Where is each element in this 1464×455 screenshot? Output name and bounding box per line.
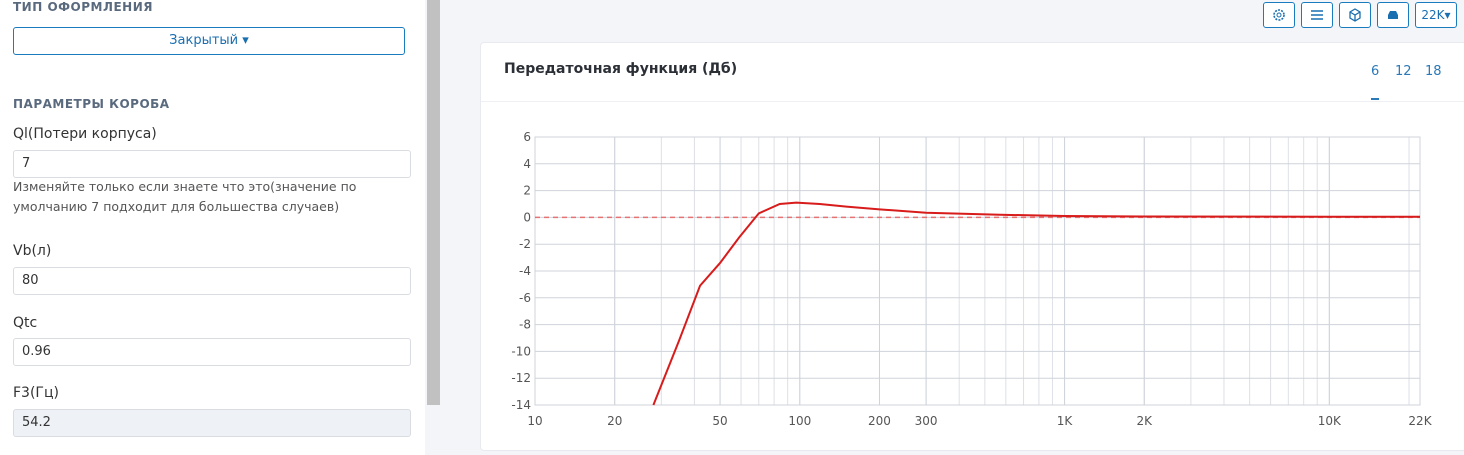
section-heading: ПАРАМЕТРЫ КОРОБА — [13, 97, 170, 111]
field-label: Ql(Потери корпуса) — [13, 126, 157, 142]
y-tick-label: -14 — [511, 398, 531, 412]
y-tick-label: -6 — [519, 291, 531, 305]
scrollbar[interactable] — [427, 0, 440, 405]
x-tick-label: 20 — [607, 414, 622, 428]
chart-title: Передаточная функция (Дб) — [504, 61, 738, 77]
y-tick-label: 4 — [523, 157, 531, 171]
list-button[interactable] — [1301, 2, 1333, 28]
field-hint: Изменяйте только если знаете что это(зна… — [13, 179, 357, 214]
tab[interactable]: 12 — [1395, 64, 1412, 79]
x-tick-label: 100 — [788, 414, 811, 428]
car-icon — [1388, 11, 1398, 19]
field-label: F3(Гц) — [13, 385, 59, 401]
y-tick-label: -8 — [519, 318, 531, 332]
design-dropdown[interactable]: Закрытый ▾ — [13, 27, 405, 55]
chart-card — [480, 42, 1464, 451]
text-input[interactable]: 0.96 — [13, 338, 411, 366]
x-tick-label: 22K — [1408, 414, 1432, 428]
y-tick-label: -12 — [511, 371, 531, 385]
plot-border — [534, 136, 1421, 406]
divider — [481, 101, 1464, 102]
y-tick-label: 6 — [523, 130, 531, 144]
x-tick-label: 1K — [1057, 414, 1074, 428]
data-line — [652, 201, 1420, 406]
text-input[interactable]: 7 — [13, 150, 411, 178]
list-icon — [1311, 10, 1323, 20]
y-tick-label: 2 — [523, 184, 531, 198]
x-tick-label: 300 — [915, 414, 938, 428]
sidebar: ТИП ОФОРМЛЕНИЯ Закрытый ▾ ПАРАМЕТРЫ КОРО… — [0, 0, 425, 455]
x-tick-label: 2K — [1137, 414, 1154, 428]
text-input[interactable]: 80 — [13, 267, 411, 295]
section-heading: ТИП ОФОРМЛЕНИЯ — [13, 0, 153, 14]
tab[interactable]: 6 — [1371, 64, 1380, 79]
box-button[interactable] — [1339, 2, 1371, 28]
x-tick-label: 10 — [527, 414, 542, 428]
y-tick-label: -10 — [511, 344, 531, 358]
field-label: Vb(л) — [13, 243, 52, 259]
x-tick-label: 200 — [868, 414, 891, 428]
car-button[interactable] — [1377, 2, 1409, 28]
dropdown-value: Закрытый — [169, 33, 239, 48]
x-tick-label: 10K — [1318, 414, 1342, 428]
y-tick-label: -4 — [519, 264, 531, 278]
range-dropdown[interactable]: 22K ▾ — [1415, 2, 1457, 28]
readonly-input: 54.2 — [13, 409, 411, 437]
y-tick-label: -2 — [519, 237, 531, 251]
cube-icon — [1349, 8, 1361, 22]
tab[interactable]: 18 — [1425, 64, 1442, 79]
field-label: Qtc — [13, 315, 38, 331]
x-tick-label: 50 — [712, 414, 727, 428]
range-value: 22K — [1421, 8, 1445, 22]
y-tick-label: 0 — [523, 210, 531, 224]
active-tab-indicator — [1371, 98, 1379, 100]
settings-button[interactable] — [1263, 2, 1295, 28]
gear-icon — [1273, 9, 1285, 21]
